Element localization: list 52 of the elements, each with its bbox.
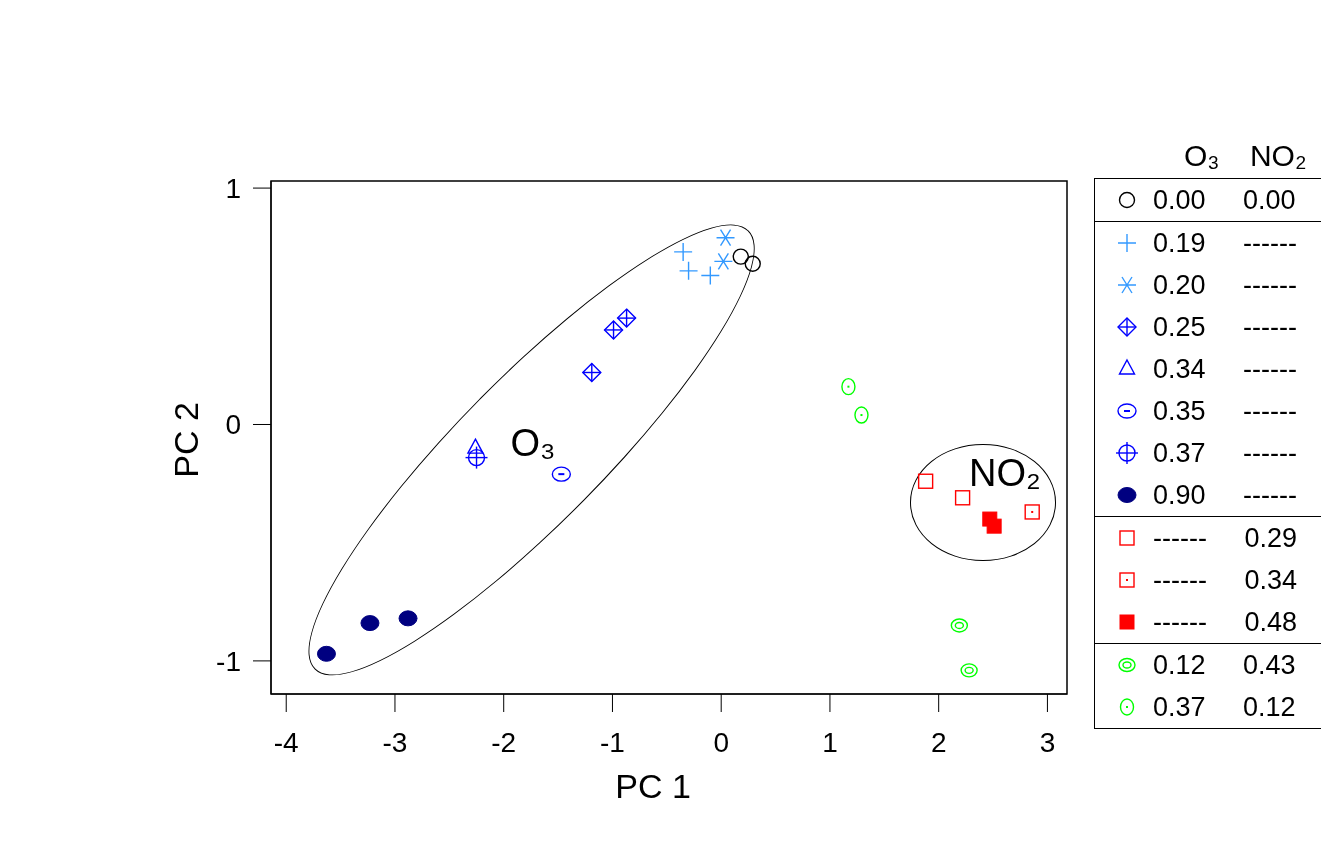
point: [917, 473, 934, 489]
point: [732, 248, 749, 265]
point: [700, 265, 721, 286]
legend-label: ------ 0.29: [1153, 522, 1297, 554]
legend-title: O₃ NO₂: [1184, 138, 1307, 174]
legend-label: 0.34 ------: [1153, 353, 1297, 385]
point: [1024, 504, 1040, 520]
point: [744, 255, 761, 272]
point: [616, 308, 637, 328]
x-tick-label: -1: [600, 726, 625, 758]
point: [360, 615, 380, 632]
point: [582, 362, 602, 383]
annotation: NO₂: [969, 452, 1041, 494]
x-tick-label: -3: [382, 726, 408, 758]
legend-label: ------ 0.34: [1153, 564, 1297, 596]
x-tick-label: -4: [273, 726, 299, 758]
point: [551, 466, 572, 482]
point: [678, 261, 699, 281]
point: [715, 229, 736, 247]
legend-label: 0.37 ------: [1153, 437, 1297, 469]
point: [841, 377, 856, 396]
y-axis-title: PC 2: [167, 402, 205, 478]
point: [603, 320, 624, 340]
x-tick-label: 1: [822, 726, 838, 758]
annotation: O₃: [510, 422, 556, 464]
legend-label: 0.90 ------: [1153, 479, 1297, 511]
x-tick-label: 2: [930, 726, 947, 758]
legend-label: 0.35 ------: [1153, 395, 1297, 427]
legend-label: 0.25 ------: [1153, 311, 1297, 343]
legend-label: 0.37 0.12: [1153, 691, 1296, 723]
point: [986, 518, 1002, 534]
y-tick-label: 0: [225, 409, 241, 441]
point: [467, 448, 486, 467]
x-axis-title: PC 1: [615, 767, 691, 805]
point: [713, 252, 734, 271]
legend-label: ------ 0.48: [1153, 606, 1297, 638]
point: [398, 610, 418, 627]
point: [950, 618, 969, 633]
y-tick-label: -1: [216, 645, 241, 677]
x-tick-label: 0: [713, 726, 729, 758]
legend-label: 0.00 0.00: [1153, 184, 1296, 216]
point: [960, 663, 978, 678]
legend-label: 0.19 ------: [1153, 227, 1297, 259]
point: [316, 645, 336, 662]
point: [854, 406, 869, 424]
point: [954, 490, 971, 506]
legend-label: 0.12 0.43: [1153, 649, 1296, 681]
point: [673, 242, 693, 262]
x-tick-label: 3: [1039, 726, 1056, 758]
legend-label: 0.20 ------: [1153, 269, 1297, 301]
x-tick-label: -2: [491, 726, 517, 758]
y-tick-label: 1: [225, 173, 241, 205]
